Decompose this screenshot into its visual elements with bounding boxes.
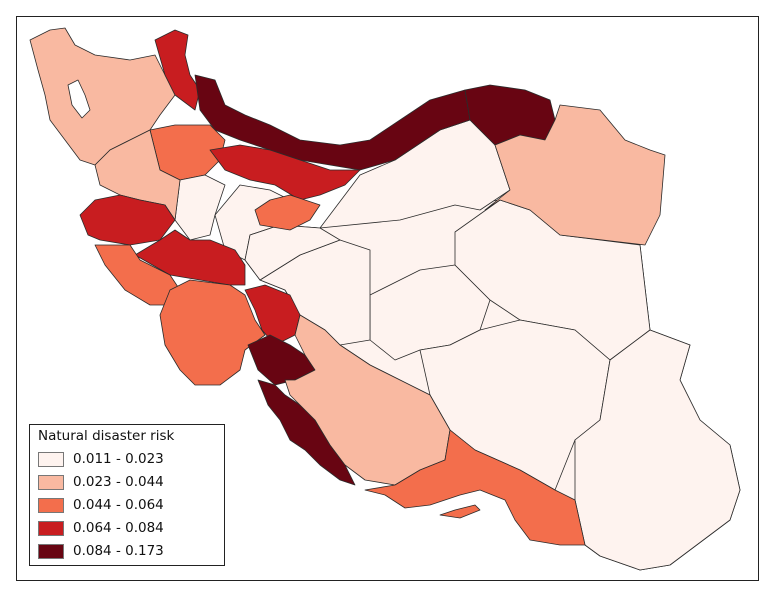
legend-item-class-4: 0.064 - 0.084 <box>38 519 164 537</box>
legend-label: 0.044 - 0.064 <box>73 497 164 513</box>
legend-label: 0.064 - 0.084 <box>73 520 164 536</box>
lorestan-region <box>134 229 246 286</box>
legend-item-class-3: 0.044 - 0.064 <box>38 496 164 514</box>
khuzestan-region <box>159 279 266 386</box>
small-central-north-region <box>254 194 321 231</box>
legend-title: Natural disaster risk <box>38 428 175 444</box>
north-central-region-2 <box>209 144 361 201</box>
map-legend: Natural disaster risk 0.011 - 0.023 0.02… <box>29 424 225 566</box>
western-region <box>94 129 181 221</box>
hormozgan-region <box>364 429 586 546</box>
legend-label: 0.011 - 0.023 <box>73 451 164 467</box>
legend-item-class-2: 0.023 - 0.044 <box>38 473 164 491</box>
sistan-baluchestan-region <box>574 329 741 571</box>
legend-swatch <box>38 451 64 467</box>
legend-swatch <box>38 543 64 559</box>
legend-label: 0.084 - 0.173 <box>73 543 164 559</box>
fars-region <box>284 314 451 486</box>
persian-gulf-islands <box>439 504 481 519</box>
central-north-region <box>174 174 226 241</box>
northwest-region <box>29 27 176 166</box>
legend-item-class-5: 0.084 - 0.173 <box>38 542 164 560</box>
bushehr-coast-region <box>257 379 356 486</box>
northeast-region <box>484 104 666 246</box>
kermanshah-region <box>79 194 176 246</box>
legend-item-class-1: 0.011 - 0.023 <box>38 450 164 468</box>
legend-swatch <box>38 520 64 536</box>
legend-swatch <box>38 497 64 513</box>
northern-border-region <box>154 29 201 111</box>
lake-urmia <box>67 79 91 119</box>
legend-swatch <box>38 474 64 490</box>
legend-label: 0.023 - 0.044 <box>73 474 164 490</box>
